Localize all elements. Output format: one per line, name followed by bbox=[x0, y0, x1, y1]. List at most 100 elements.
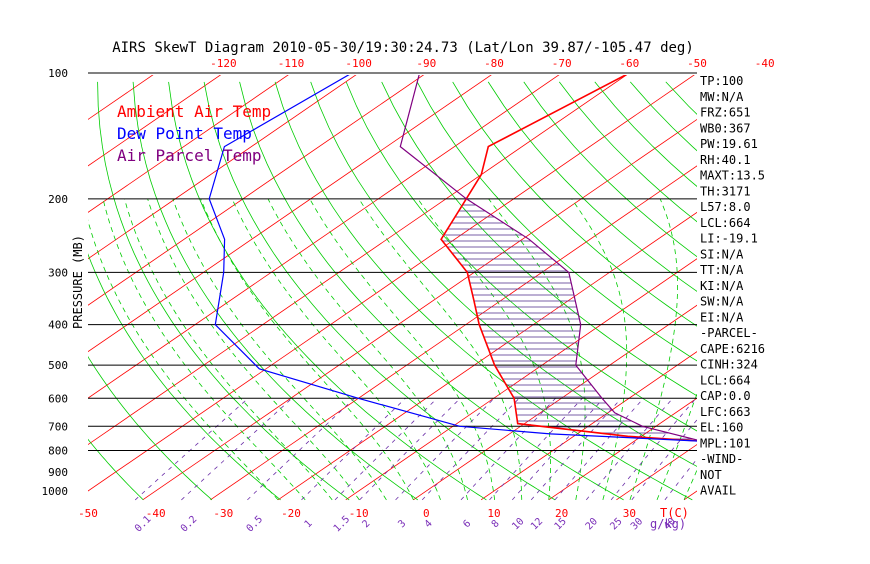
bottom-tick-label: -50 bbox=[78, 507, 98, 520]
mixing-ratio-line bbox=[511, 398, 604, 501]
isotherm-line bbox=[819, 64, 870, 500]
moist-adiabat-line bbox=[629, 198, 679, 501]
dry-adiabat-line bbox=[772, 82, 870, 500]
dry-adiabat-line bbox=[843, 82, 870, 500]
isotherm-line bbox=[413, 304, 697, 501]
isotherm-line bbox=[88, 75, 628, 446]
mixing-ratio-label: 3 bbox=[396, 518, 408, 530]
bottom-tick-label: 20 bbox=[555, 507, 568, 520]
top-tick-label: -40 bbox=[755, 57, 775, 70]
moist-adiabat-line bbox=[358, 198, 523, 500]
axis-labels: -120 -110 -100 -90 -80 -70 -60 -50 -40-50 -40 -30-… bbox=[42, 57, 775, 520]
mixing-ratio-label: 12 bbox=[529, 516, 545, 532]
isotherm-line bbox=[88, 75, 222, 167]
dry-adiabat-line bbox=[239, 81, 624, 501]
stats-panel-item: SW:N/A bbox=[700, 295, 744, 309]
chart-title: AIRS SkewT Diagram 2010-05-30/19:30:24.7… bbox=[112, 40, 694, 56]
moist-adiabat-line bbox=[172, 198, 387, 501]
mixing-ratio-label: 4 bbox=[423, 518, 435, 530]
isotherm-line bbox=[548, 397, 697, 501]
mixing-ratio-line bbox=[610, 398, 697, 501]
moist-adiabat-line bbox=[124, 198, 333, 501]
mixing-ratio-label: 1 bbox=[303, 518, 315, 530]
moist-adiabat-line bbox=[417, 198, 551, 500]
moist-adiabat-line bbox=[88, 219, 279, 501]
isotherm-line bbox=[277, 211, 697, 501]
dry-adiabat-line bbox=[452, 81, 697, 327]
mixing-ratio-line bbox=[334, 398, 438, 501]
stats-panel-item: AVAIL bbox=[700, 484, 736, 498]
bottom-tick-label: 30 bbox=[623, 507, 636, 520]
dry-adiabat-line bbox=[0, 82, 6, 500]
stats-panel-item: LFC:663 bbox=[700, 405, 751, 419]
mixing-ratio-line bbox=[631, 419, 697, 501]
moist-adiabat-line bbox=[267, 198, 468, 501]
sounding-series bbox=[208, 75, 697, 442]
top-tick-label: -120 bbox=[210, 57, 237, 70]
stats-panel-item: TH:3171 bbox=[700, 184, 751, 198]
dry-adiabat-line bbox=[88, 438, 144, 501]
bottom-tick-label: -20 bbox=[281, 507, 301, 520]
stats-panel-item: TT:N/A bbox=[700, 263, 744, 277]
dry-adiabat-line bbox=[487, 81, 697, 292]
series-line-air-parcel-temp bbox=[399, 75, 697, 441]
mixing-ratio-unit-label: g/kg) bbox=[650, 517, 686, 531]
mixing-ratio-line bbox=[134, 398, 249, 501]
isotherm-line bbox=[345, 258, 697, 501]
pressure-tick-label: 500 bbox=[48, 359, 68, 372]
series-line-ambient-air-temp bbox=[440, 75, 697, 442]
pressure-tick-label: 300 bbox=[48, 266, 68, 279]
top-tick-label: -70 bbox=[552, 57, 572, 70]
isotherm-line bbox=[88, 75, 425, 306]
mixing-ratio-line bbox=[554, 398, 644, 501]
isotherm-line bbox=[142, 118, 697, 501]
legend-entry: Ambient Air Temp bbox=[117, 102, 271, 121]
isotherm-line bbox=[0, 64, 34, 500]
pressure-tick-label: 200 bbox=[48, 193, 68, 206]
mixing-ratio-line bbox=[247, 398, 355, 501]
bottom-tick-label: 0 bbox=[423, 507, 430, 520]
mixing-ratio-line bbox=[489, 398, 583, 501]
stats-panel-item: LI:-19.1 bbox=[700, 232, 758, 246]
stats-panel-item: LCL:664 bbox=[700, 373, 751, 387]
stats-panel-item: CAPE:6216 bbox=[700, 342, 765, 356]
stats-panel-item: MW:N/A bbox=[700, 90, 744, 104]
dry-adiabat-line bbox=[203, 81, 556, 501]
mixing-ratio-label: 20 bbox=[584, 516, 600, 532]
isotherm-line bbox=[88, 75, 560, 399]
dry-adiabat-line bbox=[132, 81, 419, 501]
moist-adiabat-line bbox=[656, 392, 697, 501]
dry-adiabat-line bbox=[88, 253, 281, 501]
dry-adiabat-line bbox=[345, 81, 697, 432]
x-axis-unit-label: T(C) bbox=[660, 506, 689, 520]
stats-panel-item: -PARCEL- bbox=[700, 326, 758, 340]
bottom-tick-label: -30 bbox=[213, 507, 233, 520]
moist-adiabat-line bbox=[147, 198, 360, 501]
legend: Ambient Air Temp Dew Point Temp Air Parcel… bbox=[117, 102, 271, 165]
stats-panel-item: SI:N/A bbox=[700, 247, 744, 261]
top-tick-label: -110 bbox=[278, 57, 305, 70]
pressure-tick-label: 100 bbox=[48, 67, 68, 80]
stats-panel-item: L57:8.0 bbox=[700, 200, 751, 214]
mixing-ratio-label: 6 bbox=[461, 518, 473, 530]
mixing-ratio-line bbox=[421, 398, 520, 501]
isotherm-line bbox=[88, 75, 492, 353]
mixing-ratio-label: 0.5 bbox=[245, 514, 266, 535]
stats-panel-item: CINH:324 bbox=[700, 358, 758, 372]
stats-panel-item: WB0:367 bbox=[700, 121, 751, 135]
isotherm-line bbox=[0, 64, 102, 500]
bottom-tick-label: -40 bbox=[146, 507, 166, 520]
moist-adiabat-line bbox=[231, 198, 441, 501]
dry-adiabat-line bbox=[88, 356, 213, 501]
stats-panel-item: LCL:664 bbox=[700, 216, 751, 230]
dry-adiabat-line bbox=[310, 81, 697, 467]
mixing-ratio-label: 8 bbox=[490, 518, 502, 530]
stats-panel-item: MPL:101 bbox=[700, 436, 751, 450]
stats-panel-item: CAP:0.0 bbox=[700, 389, 751, 403]
cape-hatching bbox=[442, 198, 694, 440]
mixing-ratio-label: 2 bbox=[360, 518, 372, 530]
pressure-tick-label: 900 bbox=[48, 466, 68, 479]
isobar-lines bbox=[88, 72, 697, 451]
